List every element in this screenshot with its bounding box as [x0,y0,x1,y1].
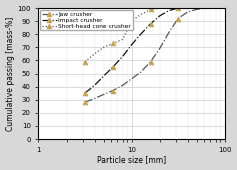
Line: Impact crusher: Impact crusher [85,8,206,93]
Line: Short-head cone crusher: Short-head cone crusher [85,8,206,62]
Jaw crusher [177,18,179,20]
Short-head cone crusher [177,7,179,9]
Short-head cone crusher [93,53,96,55]
Impact crusher [177,7,179,9]
Jaw crusher [186,11,189,13]
Jaw crusher [102,94,105,96]
Jaw crusher [149,61,152,63]
Short-head cone crusher [83,61,86,63]
Jaw crusher [205,7,207,9]
Impact crusher [130,44,133,46]
Jaw crusher [111,90,114,92]
X-axis label: Particle size [mm]: Particle size [mm] [97,155,166,164]
Short-head cone crusher [158,7,161,9]
Impact crusher [195,7,198,9]
Short-head cone crusher [130,20,133,22]
Jaw crusher [139,71,142,73]
Short-head cone crusher [121,38,124,40]
Line: Jaw crusher: Jaw crusher [85,8,206,102]
Legend: Jaw crusher, Impact crusher, Short-head cone crusher: Jaw crusher, Impact crusher, Short-head … [40,10,133,30]
Short-head cone crusher [195,7,198,9]
Y-axis label: Cumulative passing [mass-%]: Cumulative passing [mass-%] [5,16,14,131]
Impact crusher [139,33,142,35]
Impact crusher [121,55,124,57]
Jaw crusher [83,101,86,103]
Impact crusher [167,10,170,12]
Impact crusher [149,23,152,25]
Impact crusher [186,7,189,9]
Jaw crusher [195,8,198,10]
Short-head cone crusher [167,7,170,9]
Short-head cone crusher [111,42,114,44]
Short-head cone crusher [149,8,152,10]
Impact crusher [83,92,86,94]
Impact crusher [102,75,105,77]
Jaw crusher [167,32,170,34]
Jaw crusher [130,78,133,80]
Jaw crusher [121,84,124,86]
Impact crusher [111,66,114,68]
Impact crusher [205,7,207,9]
Jaw crusher [158,48,161,50]
Impact crusher [93,84,96,86]
Jaw crusher [93,97,96,99]
Short-head cone crusher [205,7,207,9]
Short-head cone crusher [102,46,105,48]
Short-head cone crusher [139,14,142,16]
Impact crusher [158,15,161,17]
Short-head cone crusher [186,7,189,9]
